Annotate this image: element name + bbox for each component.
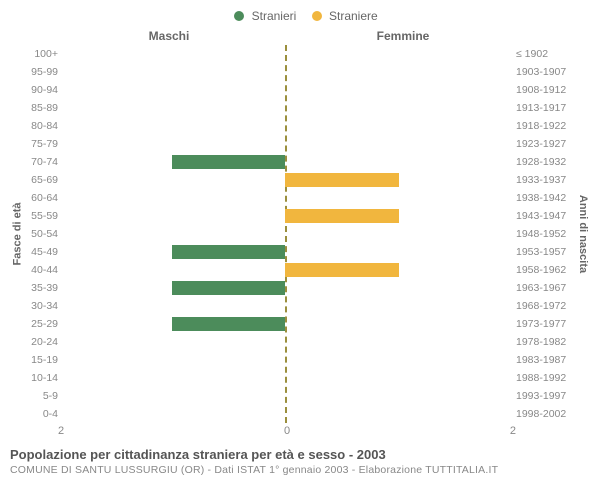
- legend-label-female: Straniere: [329, 9, 378, 23]
- bar-male: [172, 155, 286, 169]
- age-label: 20-24: [24, 333, 58, 351]
- age-label: 10-14: [24, 369, 58, 387]
- age-label: 65-69: [24, 171, 58, 189]
- pyramid-row: [58, 351, 512, 369]
- birth-year-label: 1983-1987: [516, 351, 576, 369]
- birth-year-label: 1973-1977: [516, 315, 576, 333]
- pyramid-row: [58, 99, 512, 117]
- bar-male: [172, 281, 286, 295]
- y-axis-right-title: Anni di nascita: [576, 45, 590, 423]
- age-label: 0-4: [24, 405, 58, 423]
- age-label: 55-59: [24, 207, 58, 225]
- bar-female: [285, 263, 399, 277]
- age-label: 100+: [24, 45, 58, 63]
- age-label: 60-64: [24, 189, 58, 207]
- y-axis-left-labels: 100+95-9990-9485-8980-8475-7970-7465-696…: [24, 45, 58, 423]
- population-pyramid-chart: Stranieri Straniere Maschi Femmine Fasce…: [0, 0, 600, 482]
- age-label: 85-89: [24, 99, 58, 117]
- chart-column-headers: Maschi Femmine: [10, 29, 590, 43]
- pyramid-row: [58, 171, 512, 189]
- birth-year-label: 1963-1967: [516, 279, 576, 297]
- birth-year-label: 1948-1952: [516, 225, 576, 243]
- birth-year-label: 1988-1992: [516, 369, 576, 387]
- pyramid-row: [58, 261, 512, 279]
- age-label: 40-44: [24, 261, 58, 279]
- birth-year-label: 1978-1982: [516, 333, 576, 351]
- legend-swatch-male: [234, 11, 244, 21]
- pyramid-row: [58, 135, 512, 153]
- age-label: 5-9: [24, 387, 58, 405]
- age-label: 70-74: [24, 153, 58, 171]
- age-label: 25-29: [24, 315, 58, 333]
- birth-year-label: 1938-1942: [516, 189, 576, 207]
- birth-year-label: ≤ 1902: [516, 45, 576, 63]
- pyramid-row: [58, 243, 512, 261]
- chart-title: Popolazione per cittadinanza straniera p…: [10, 447, 590, 462]
- birth-year-label: 1993-1997: [516, 387, 576, 405]
- pyramid-row: [58, 189, 512, 207]
- chart-subtitle: COMUNE DI SANTU LUSSURGIU (OR) - Dati IS…: [10, 464, 590, 476]
- pyramid-row: [58, 45, 512, 63]
- birth-year-label: 1918-1922: [516, 117, 576, 135]
- age-label: 50-54: [24, 225, 58, 243]
- bar-female: [285, 173, 399, 187]
- birth-year-label: 1953-1957: [516, 243, 576, 261]
- header-female: Femmine: [286, 29, 520, 43]
- age-label: 90-94: [24, 81, 58, 99]
- birth-year-label: 1923-1927: [516, 135, 576, 153]
- x-tick: 0: [284, 425, 290, 437]
- pyramid-row: [58, 117, 512, 135]
- x-tick: 2: [58, 425, 64, 437]
- pyramid-row: [58, 315, 512, 333]
- pyramid-row: [58, 225, 512, 243]
- pyramid-row: [58, 153, 512, 171]
- age-label: 80-84: [24, 117, 58, 135]
- age-label: 35-39: [24, 279, 58, 297]
- birth-year-label: 1933-1937: [516, 171, 576, 189]
- pyramid-row: [58, 369, 512, 387]
- pyramid-row: [58, 405, 512, 423]
- bar-male: [172, 317, 286, 331]
- birth-year-label: 1968-1972: [516, 297, 576, 315]
- pyramid-row: [58, 279, 512, 297]
- pyramid-row: [58, 63, 512, 81]
- pyramid-row: [58, 81, 512, 99]
- age-label: 95-99: [24, 63, 58, 81]
- x-axis: 2 0 2: [10, 425, 590, 437]
- bar-male: [172, 245, 286, 259]
- header-male: Maschi: [52, 29, 286, 43]
- age-label: 45-49: [24, 243, 58, 261]
- bar-female: [285, 209, 399, 223]
- legend-swatch-female: [312, 11, 322, 21]
- pyramid-row: [58, 207, 512, 225]
- birth-year-label: 1908-1912: [516, 81, 576, 99]
- age-label: 75-79: [24, 135, 58, 153]
- pyramid-row: [58, 297, 512, 315]
- chart-plot-area: Fasce di età 100+95-9990-9485-8980-8475-…: [10, 45, 590, 423]
- chart-legend: Stranieri Straniere: [10, 8, 590, 23]
- pyramid-row: [58, 387, 512, 405]
- birth-year-label: 1943-1947: [516, 207, 576, 225]
- birth-year-label: 1913-1917: [516, 99, 576, 117]
- birth-year-label: 1928-1932: [516, 153, 576, 171]
- birth-year-label: 1998-2002: [516, 405, 576, 423]
- age-label: 30-34: [24, 297, 58, 315]
- birth-year-label: 1958-1962: [516, 261, 576, 279]
- legend-label-male: Stranieri: [252, 9, 297, 23]
- y-axis-left-title: Fasce di età: [10, 45, 24, 423]
- y-axis-right-labels: ≤ 19021903-19071908-19121913-19171918-19…: [512, 45, 576, 423]
- age-label: 15-19: [24, 351, 58, 369]
- birth-year-label: 1903-1907: [516, 63, 576, 81]
- bars-area: [58, 45, 512, 423]
- pyramid-row: [58, 333, 512, 351]
